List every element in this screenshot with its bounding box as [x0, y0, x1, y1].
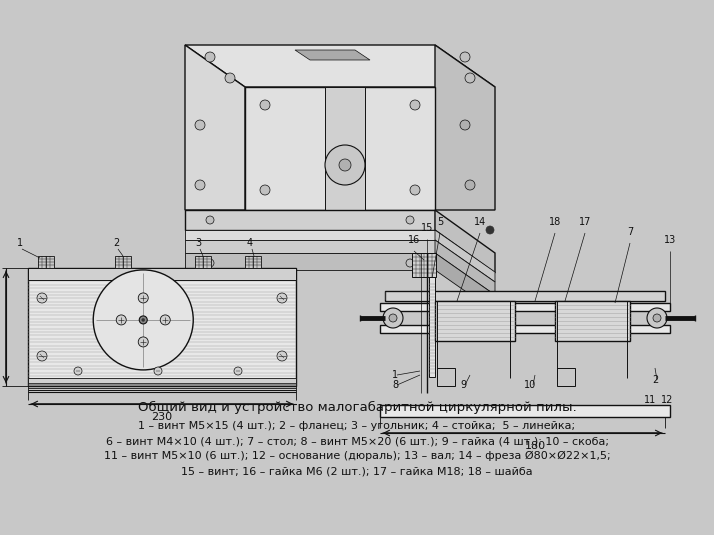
Bar	[195, 256, 211, 268]
Bar	[435, 301, 515, 341]
Text: 230: 230	[151, 412, 173, 422]
Text: 3: 3	[195, 238, 201, 248]
Circle shape	[206, 216, 214, 224]
Polygon shape	[295, 50, 370, 60]
Circle shape	[234, 367, 242, 375]
Text: 1: 1	[17, 238, 23, 248]
Circle shape	[195, 120, 205, 130]
Polygon shape	[185, 240, 435, 253]
Polygon shape	[185, 45, 245, 210]
Circle shape	[225, 73, 235, 83]
Text: 4: 4	[247, 238, 253, 248]
Text: 10: 10	[524, 380, 536, 390]
Bar	[385, 291, 665, 301]
Circle shape	[339, 159, 351, 171]
Circle shape	[460, 52, 470, 62]
Text: 13: 13	[664, 235, 676, 245]
Circle shape	[647, 308, 667, 328]
Circle shape	[139, 293, 149, 303]
Circle shape	[460, 120, 470, 130]
Circle shape	[465, 180, 475, 190]
Bar	[28, 383, 296, 386]
Text: 14: 14	[474, 217, 486, 227]
Bar	[380, 325, 670, 333]
Polygon shape	[185, 45, 495, 87]
Circle shape	[116, 315, 126, 325]
Circle shape	[653, 314, 661, 322]
Polygon shape	[435, 45, 495, 210]
Polygon shape	[435, 240, 495, 295]
Circle shape	[410, 100, 420, 110]
Circle shape	[139, 337, 149, 347]
Circle shape	[260, 100, 270, 110]
Bar	[412, 253, 436, 277]
Bar	[380, 405, 670, 417]
Circle shape	[142, 318, 145, 322]
Circle shape	[325, 145, 365, 185]
Circle shape	[277, 351, 287, 361]
Text: 9: 9	[460, 380, 466, 390]
Text: 8: 8	[392, 380, 398, 390]
Bar	[557, 368, 575, 386]
Circle shape	[206, 259, 214, 267]
Text: 7: 7	[627, 227, 633, 237]
Bar	[380, 303, 670, 311]
Bar	[28, 268, 296, 386]
Text: 16: 16	[408, 235, 420, 245]
Circle shape	[406, 216, 414, 224]
Polygon shape	[185, 230, 435, 240]
Text: Общий вид и устройство малогабаритной циркулярной пилы:: Общий вид и устройство малогабаритной ци…	[138, 401, 576, 414]
Text: 15: 15	[421, 223, 433, 233]
Polygon shape	[435, 230, 495, 282]
Circle shape	[205, 52, 215, 62]
Bar	[245, 256, 261, 268]
Circle shape	[260, 185, 270, 195]
Text: 2: 2	[113, 238, 119, 248]
Circle shape	[410, 185, 420, 195]
Text: 6 – винт М4×10 (4 шт.); 7 – стол; 8 – винт М5×20 (6 шт.); 9 – гайка (4 шт.); 10 : 6 – винт М4×10 (4 шт.); 7 – стол; 8 – ви…	[106, 436, 608, 446]
Bar	[28, 378, 296, 386]
Circle shape	[37, 351, 47, 361]
Polygon shape	[185, 253, 435, 270]
Circle shape	[154, 367, 162, 375]
Text: 5: 5	[437, 217, 443, 227]
Circle shape	[389, 314, 397, 322]
Circle shape	[195, 180, 205, 190]
Text: 1: 1	[392, 370, 398, 380]
Text: 105: 105	[0, 317, 1, 338]
Polygon shape	[435, 210, 495, 273]
Text: 17: 17	[579, 217, 591, 227]
Text: 11: 11	[644, 395, 656, 405]
Circle shape	[465, 73, 475, 83]
Polygon shape	[325, 87, 365, 210]
Circle shape	[139, 316, 147, 324]
Polygon shape	[245, 87, 435, 210]
Bar	[28, 268, 296, 280]
Text: 180: 180	[525, 441, 545, 451]
Circle shape	[94, 270, 193, 370]
Bar	[115, 256, 131, 268]
Polygon shape	[435, 253, 495, 312]
Circle shape	[406, 259, 414, 267]
Circle shape	[486, 226, 494, 234]
Circle shape	[160, 315, 170, 325]
Circle shape	[383, 308, 403, 328]
Circle shape	[37, 293, 47, 303]
Text: 11 – винт М5×10 (6 шт.); 12 – основание (дюраль); 13 – вал; 14 – фреза Ø80×Ø22×1: 11 – винт М5×10 (6 шт.); 12 – основание …	[104, 451, 610, 461]
Bar	[429, 277, 435, 377]
Polygon shape	[185, 210, 435, 230]
Text: 18: 18	[549, 217, 561, 227]
Text: 1 – винт М5×15 (4 шт.); 2 – фланец; 3 – угольник; 4 – стойка;  5 – линейка;: 1 – винт М5×15 (4 шт.); 2 – фланец; 3 – …	[139, 421, 575, 431]
Circle shape	[277, 293, 287, 303]
Text: 15 – винт; 16 – гайка М6 (2 шт.); 17 – гайка М18; 18 – шайба: 15 – винт; 16 – гайка М6 (2 шт.); 17 – г…	[181, 466, 533, 476]
Bar	[555, 301, 630, 341]
Bar	[38, 256, 54, 268]
Text: 12: 12	[661, 395, 673, 405]
Text: 2: 2	[652, 375, 658, 385]
Circle shape	[74, 367, 82, 375]
Bar	[437, 368, 455, 386]
